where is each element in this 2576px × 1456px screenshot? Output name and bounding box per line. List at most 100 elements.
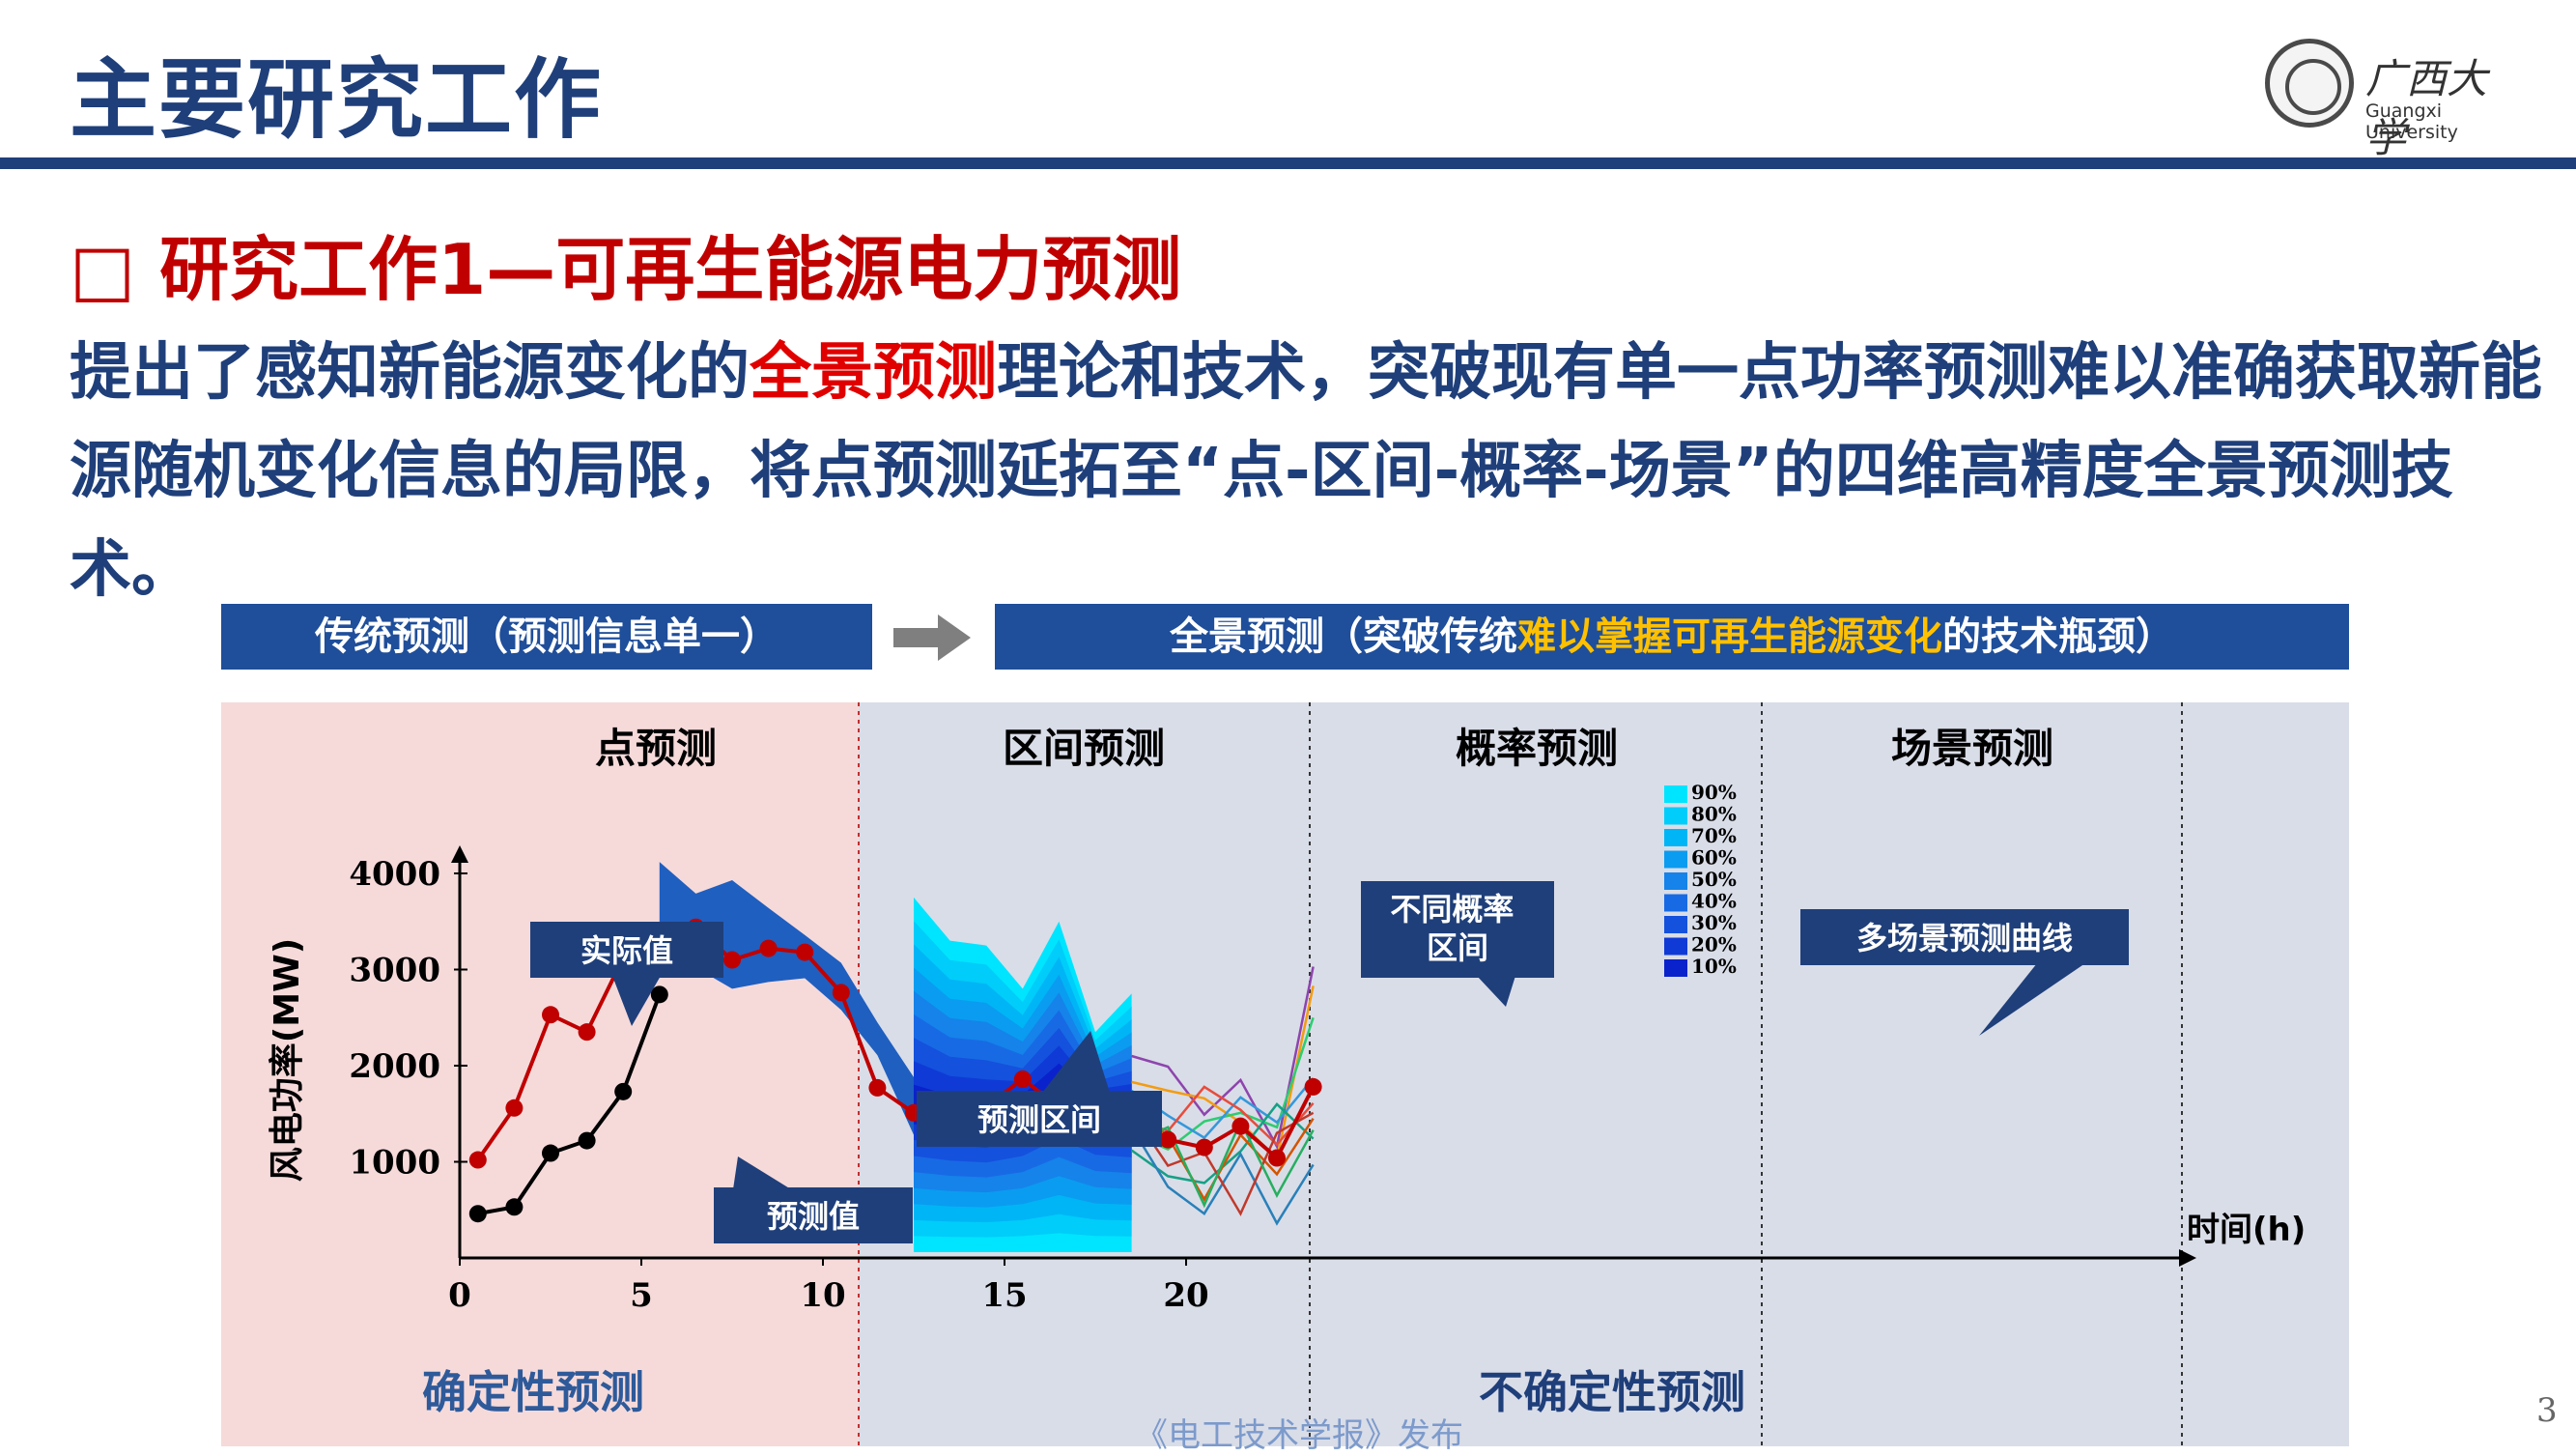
section-title: 区间预测 bbox=[1003, 725, 1165, 772]
intro-text-after: 理论和技术，突破现有单一点功率预测难以准确获取新能源随机变化信息的局限，将点预测… bbox=[70, 337, 2542, 606]
legend-swatch bbox=[1664, 937, 1687, 956]
forecast-point bbox=[650, 985, 668, 1004]
actual-point bbox=[1159, 1130, 1177, 1149]
legend-swatch bbox=[1664, 916, 1687, 933]
section-title: 概率预测 bbox=[1456, 725, 1618, 772]
callout-prob-text: 不同概率 区间 bbox=[1390, 891, 1524, 966]
deterministic-panel-bg bbox=[221, 702, 859, 1446]
wind-power-forecast-chart: 0 5 10 15 20 1000 2000 3000 4000 风电功率(MW) 时间(h)… bbox=[221, 702, 2349, 1446]
y-tick-label: 4000 bbox=[349, 855, 440, 894]
scenario-curve bbox=[1130, 1111, 1315, 1216]
page-title: 主要研究工作 bbox=[70, 49, 603, 151]
intro-text-before: 提出了感知新能源变化的 bbox=[70, 337, 750, 409]
legend-swatch bbox=[1664, 872, 1687, 890]
actual-point bbox=[578, 1023, 596, 1042]
legend-label: 90% bbox=[1691, 781, 1737, 804]
callout-scenario-pointer bbox=[1979, 963, 2085, 1036]
legend-label: 70% bbox=[1691, 824, 1737, 847]
actual-point bbox=[723, 951, 741, 969]
actual-point bbox=[1268, 1149, 1286, 1167]
source-note: 《电工技术学报》发布 bbox=[1135, 1416, 1463, 1455]
banner-right-before: 全景预测（突破传统 bbox=[1170, 614, 1517, 659]
actual-point bbox=[468, 1151, 487, 1169]
y-tick-label: 2000 bbox=[349, 1047, 440, 1086]
legend-swatch bbox=[1664, 959, 1687, 977]
logo-name: 广西大学 bbox=[2365, 55, 2488, 161]
x-tick-label: 15 bbox=[981, 1276, 1027, 1315]
forecast-point bbox=[614, 1082, 633, 1100]
y-tick-label: 1000 bbox=[349, 1144, 440, 1183]
section-title: 点预测 bbox=[595, 725, 717, 772]
legend-swatch bbox=[1664, 850, 1687, 869]
callout-interval: 预测区间 bbox=[917, 1031, 1162, 1147]
callout-actual: 实际值 bbox=[530, 922, 723, 1026]
callout-prob-box bbox=[1361, 881, 1554, 978]
intro-paragraph: 提出了感知新能源变化的全景预测理论和技术，突破现有单一点功率预测难以准确获取新能… bbox=[70, 324, 2562, 619]
y-ticks: 1000 2000 3000 4000 bbox=[349, 855, 467, 1183]
banner-right-highlight: 难以掌握可再生能源变化 bbox=[1517, 614, 1942, 659]
callout-actual-pointer bbox=[612, 976, 661, 1026]
university-seal-icon bbox=[2265, 39, 2354, 128]
probability-legend: 90%80%70%60%50%40%30%20%10% bbox=[1664, 781, 1737, 978]
section-titles: 点预测 区间预测 概率预测 场景预测 bbox=[595, 725, 2053, 772]
callout-scenario-box bbox=[1800, 909, 2129, 965]
chart-axes bbox=[451, 845, 2196, 1267]
banner-right-after: 的技术瓶颈） bbox=[1942, 614, 2174, 659]
callout-scenario: 多场景预测曲线 bbox=[1800, 909, 2129, 1036]
deterministic-label: 确定性预测 bbox=[422, 1366, 644, 1418]
legend-label: 30% bbox=[1691, 911, 1737, 934]
y-axis-arrow-icon bbox=[451, 845, 468, 863]
callout-prob-line-2: 区间 bbox=[1427, 929, 1488, 966]
callout-scenario-text: 多场景预测曲线 bbox=[1856, 920, 2073, 956]
callout-forecast-text: 预测值 bbox=[767, 1198, 860, 1235]
legend-swatch bbox=[1664, 807, 1687, 825]
actual-point bbox=[542, 1006, 559, 1024]
callout-interval-pointer bbox=[1042, 1031, 1110, 1093]
callout-prob-line-1: 不同概率 bbox=[1390, 891, 1514, 928]
legend-swatch bbox=[1664, 894, 1687, 912]
forecast-point bbox=[505, 1198, 524, 1216]
callout-prob: 不同概率 区间 bbox=[1361, 881, 1554, 1007]
forecast-point bbox=[542, 1144, 559, 1162]
arrow-right-icon bbox=[893, 614, 971, 661]
x-tick-label: 5 bbox=[630, 1276, 653, 1315]
callout-forecast: 预测值 bbox=[714, 1156, 913, 1243]
university-logo: 广西大学 Guangxi University bbox=[2265, 39, 2516, 161]
callout-interval-box bbox=[917, 1091, 1162, 1147]
actual-point bbox=[505, 1099, 524, 1117]
callout-forecast-box bbox=[714, 1187, 913, 1243]
header-divider bbox=[0, 157, 2576, 169]
legend-label: 20% bbox=[1691, 933, 1737, 956]
actual-point bbox=[759, 939, 778, 957]
actual-point bbox=[868, 1078, 887, 1097]
callout-actual-box bbox=[530, 922, 723, 978]
legend-label: 10% bbox=[1691, 955, 1737, 978]
page-number: 3 bbox=[2536, 1391, 2558, 1430]
section-title: 场景预测 bbox=[1891, 725, 2053, 772]
actual-point bbox=[1304, 1077, 1322, 1096]
callout-forecast-pointer bbox=[733, 1156, 791, 1189]
x-tick-label: 20 bbox=[1163, 1276, 1208, 1315]
x-axis-label: 时间(h) bbox=[2187, 1211, 2306, 1249]
legend-swatch bbox=[1664, 829, 1687, 846]
callout-interval-text: 预测区间 bbox=[977, 1101, 1101, 1138]
forecast-point bbox=[468, 1205, 487, 1223]
y-axis-label: 风电功率(MW) bbox=[268, 938, 307, 1182]
actual-point bbox=[832, 984, 850, 1002]
legend-swatch bbox=[1664, 785, 1687, 803]
x-ticks: 0 5 10 15 20 bbox=[448, 1258, 1209, 1315]
uncertain-label: 不确定性预测 bbox=[1479, 1366, 1745, 1418]
x-axis-arrow-icon bbox=[2179, 1249, 2196, 1267]
intro-highlight: 全景预测 bbox=[750, 337, 997, 409]
panoramic-forecast-banner: 全景预测（突破传统难以掌握可再生能源变化的技术瓶颈） bbox=[995, 604, 2349, 670]
callout-actual-text: 实际值 bbox=[580, 932, 673, 969]
x-tick-label: 0 bbox=[448, 1276, 471, 1315]
legend-label: 40% bbox=[1691, 890, 1737, 913]
legend-label: 80% bbox=[1691, 803, 1737, 826]
section-subtitle: □ 研究工作1—可再生能源电力预测 bbox=[70, 229, 1182, 310]
actual-point bbox=[1195, 1138, 1213, 1156]
actual-point bbox=[1231, 1117, 1250, 1135]
callout-prob-pointer bbox=[1477, 976, 1515, 1007]
logo-english-name: Guangxi University bbox=[2365, 100, 2458, 143]
forecast-point bbox=[578, 1131, 596, 1150]
